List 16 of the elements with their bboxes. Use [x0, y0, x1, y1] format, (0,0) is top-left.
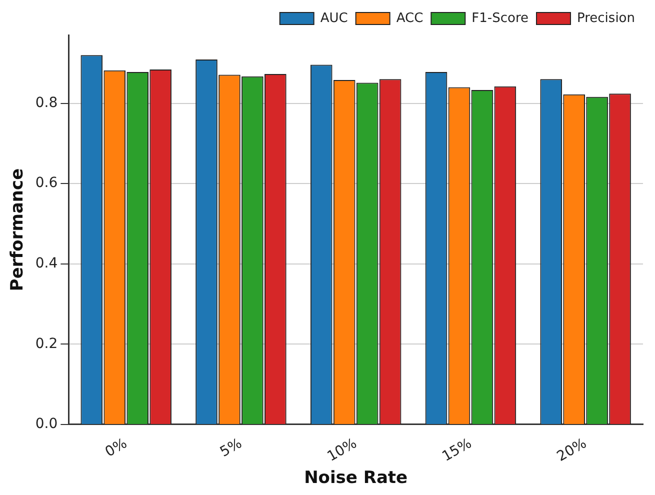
x-tick-label: 10%: [324, 436, 360, 465]
x-tick-label: 20%: [554, 436, 590, 465]
legend-label: AUC: [320, 10, 348, 26]
x-tick-label: 0%: [102, 436, 130, 460]
y-axis-title: Performance: [8, 168, 28, 292]
legend-label: F1-Score: [472, 10, 529, 26]
y-tick-label: 0.8: [35, 94, 58, 111]
x-axis-title: Noise Rate: [304, 468, 408, 488]
x-tick-label: 15%: [440, 436, 475, 465]
legend-label: ACC: [396, 10, 424, 26]
y-tick-label: 0.2: [35, 336, 58, 352]
x-tick-label: 5%: [218, 436, 245, 460]
y-tick-label: 0.6: [35, 175, 58, 192]
y-tick-label: 0.4: [35, 256, 58, 272]
legend-label: Precision: [576, 10, 636, 26]
y-tick-label: 0.0: [35, 416, 58, 432]
